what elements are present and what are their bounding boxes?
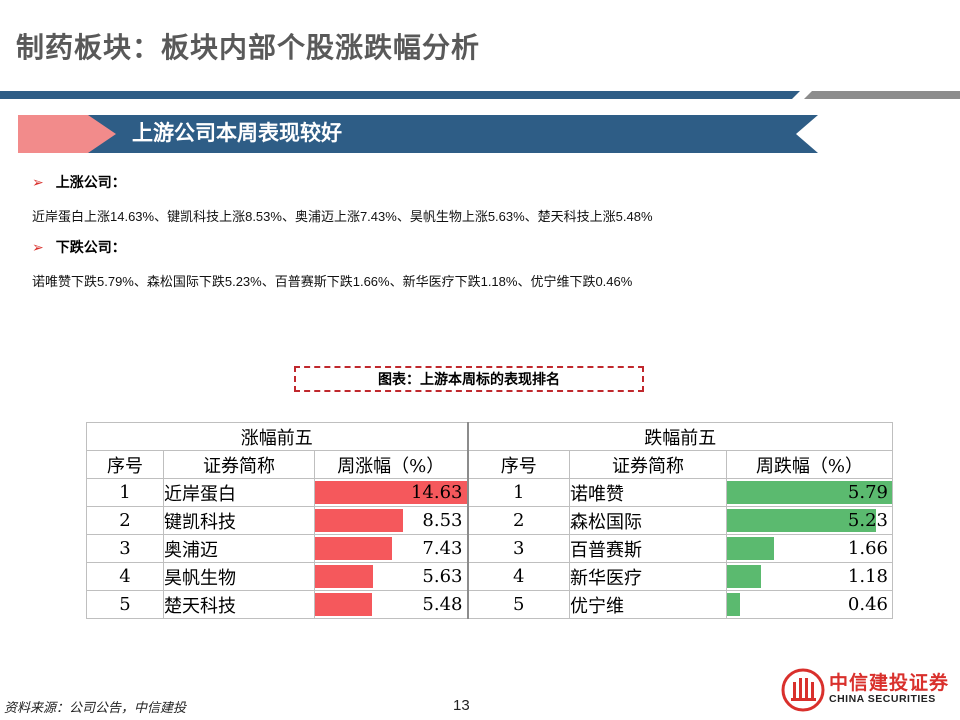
rank-cell: 1 <box>86 478 164 507</box>
table-row: 3 奥浦迈 7.43 3 百普赛斯 1.66 <box>86 534 893 563</box>
change-value-cell: 5.48 <box>314 590 469 619</box>
stock-name-cell: 诺唯赞 <box>569 478 727 507</box>
table-row: 5 楚天科技 5.48 5 优宁维 0.46 <box>86 590 893 619</box>
col-name-header: 证券简称 <box>569 450 727 479</box>
citic-logo-icon <box>781 668 825 712</box>
bullet-up-text: 近岸蛋白上涨14.63%、键凯科技上涨8.53%、奥浦迈上涨7.43%、昊帆生物… <box>32 209 653 224</box>
change-value-cell: 5.23 <box>726 506 893 535</box>
gain-bar <box>315 565 374 588</box>
bullet-down: ➢ 下跌公司： <box>32 237 126 257</box>
loss-bar <box>727 593 741 616</box>
col-gain-header: 周涨幅（%） <box>314 450 469 479</box>
ranking-table: 涨幅前五 跌幅前五 序号 证券简称 周涨幅（%） 序号 证券简称 周跌幅（%） … <box>86 422 893 619</box>
rank-cell: 4 <box>467 562 570 591</box>
table-row: 4 昊帆生物 5.63 4 新华医疗 1.18 <box>86 562 893 591</box>
stock-name-cell: 百普赛斯 <box>569 534 727 563</box>
loss-bar <box>727 509 877 532</box>
loss-bar <box>727 565 761 588</box>
logo-en: CHINA SECURITIES <box>829 693 936 705</box>
change-value-cell: 1.66 <box>726 534 893 563</box>
loss-bar <box>727 481 892 504</box>
stock-name-cell: 新华医疗 <box>569 562 727 591</box>
change-value: 1.66 <box>847 538 888 559</box>
change-value: 5.48 <box>422 594 463 615</box>
source-note: 资料来源：公司公告，中信建投 <box>4 700 187 715</box>
logo-cn: 中信建投证券 <box>829 673 950 694</box>
rank-cell: 3 <box>467 534 570 563</box>
page-number: 13 <box>453 697 470 714</box>
banner-title: 上游公司本周表现较好 <box>132 122 342 145</box>
table-row: 1 近岸蛋白 14.63 1 诺唯赞 5.79 <box>86 478 893 507</box>
col-rank-header: 序号 <box>467 450 570 479</box>
loss-bar <box>727 537 775 560</box>
change-value: 0.46 <box>847 594 888 615</box>
arrow-bullet-icon: ➢ <box>32 239 44 255</box>
change-value: 1.18 <box>847 566 888 587</box>
change-value: 8.53 <box>422 510 463 531</box>
rank-cell: 5 <box>467 590 570 619</box>
stock-name-cell: 近岸蛋白 <box>163 478 315 507</box>
bullet-down-text: 诺唯赞下跌5.79%、森松国际下跌5.23%、百普赛斯下跌1.66%、新华医疗下… <box>32 274 633 289</box>
bullet-down-label: 下跌公司： <box>55 239 126 255</box>
col-name-header: 证券简称 <box>163 450 315 479</box>
change-value-cell: 7.43 <box>314 534 469 563</box>
table-caption: 图表：上游本周标的表现排名 <box>294 366 644 392</box>
change-value-cell: 14.63 <box>314 478 469 507</box>
stock-name-cell: 楚天科技 <box>163 590 315 619</box>
change-value-cell: 5.63 <box>314 562 469 591</box>
stock-name-cell: 键凯科技 <box>163 506 315 535</box>
change-value: 7.43 <box>422 538 463 559</box>
rank-cell: 3 <box>86 534 164 563</box>
gain-bar <box>315 481 467 504</box>
bullet-up-label: 上涨公司： <box>55 174 126 190</box>
arrow-bullet-icon: ➢ <box>32 174 44 190</box>
change-value-cell: 5.79 <box>726 478 893 507</box>
rank-cell: 5 <box>86 590 164 619</box>
header-rule-blue <box>0 91 800 99</box>
stock-name-cell: 昊帆生物 <box>163 562 315 591</box>
col-rank-header: 序号 <box>86 450 164 479</box>
gain-bar <box>315 593 372 616</box>
gain-bar <box>315 509 404 532</box>
losers-header: 跌幅前五 <box>467 422 893 451</box>
change-value: 5.79 <box>847 482 888 503</box>
stock-name-cell: 森松国际 <box>569 506 727 535</box>
bullet-up: ➢ 上涨公司： <box>32 172 126 192</box>
rank-cell: 2 <box>86 506 164 535</box>
stock-name-cell: 奥浦迈 <box>163 534 315 563</box>
gainers-header: 涨幅前五 <box>86 422 469 451</box>
change-value: 14.63 <box>410 482 463 503</box>
change-value-cell: 1.18 <box>726 562 893 591</box>
rank-cell: 4 <box>86 562 164 591</box>
stock-name-cell: 优宁维 <box>569 590 727 619</box>
company-logo: 中信建投证券 CHINA SECURITIES <box>781 668 951 714</box>
change-value-cell: 0.46 <box>726 590 893 619</box>
change-value: 5.63 <box>422 566 463 587</box>
col-loss-header: 周跌幅（%） <box>726 450 893 479</box>
change-value: 5.23 <box>847 510 888 531</box>
rank-cell: 1 <box>467 478 570 507</box>
page-title: 制药板块：板块内部个股涨跌幅分析 <box>16 32 481 63</box>
header-rule-gray <box>804 91 960 99</box>
gain-bar <box>315 537 392 560</box>
rank-cell: 2 <box>467 506 570 535</box>
banner <box>88 115 818 153</box>
table-row: 2 键凯科技 8.53 2 森松国际 5.23 <box>86 506 893 535</box>
change-value-cell: 8.53 <box>314 506 469 535</box>
